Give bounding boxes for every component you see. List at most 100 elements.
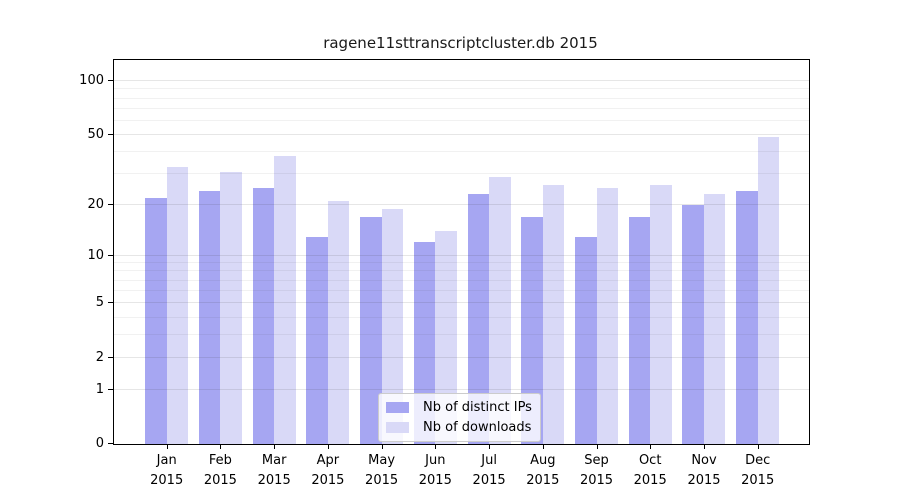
x-tick-mark-sep [596, 444, 598, 449]
x-label-month: Sep [584, 453, 609, 468]
y-tick-label-10: 10 [87, 247, 104, 263]
y-tick-label-5: 5 [95, 295, 104, 311]
x-label-oct: Oct 2015 [614, 451, 686, 491]
x-label-jul: Jul 2015 [453, 451, 525, 491]
bar-nb-of-distinct-ips-mar [252, 187, 275, 444]
gridline-50 [114, 133, 809, 135]
x-label-year: 2015 [311, 473, 345, 488]
minor-gridline-90 [114, 88, 809, 90]
x-label-dec: Dec 2015 [722, 451, 794, 491]
y-tick-mark-20 [108, 203, 114, 205]
x-tick-mark-aug [542, 444, 544, 449]
x-label-month: Apr [316, 453, 340, 468]
y-tick-label-20: 20 [87, 196, 104, 212]
y-tick-mark-2 [108, 356, 114, 358]
x-label-year: 2015 [526, 473, 560, 488]
x-label-year: 2015 [633, 473, 667, 488]
bar-nb-of-downloads-mar [274, 156, 296, 444]
bar-nb-of-distinct-ips-aug [521, 216, 543, 444]
x-label-month: Jan [156, 453, 177, 468]
x-label-month: Feb [208, 453, 232, 468]
x-label-year: 2015 [579, 473, 614, 488]
x-label-year: 2015 [150, 473, 184, 488]
x-label-mar: Mar 2015 [238, 451, 310, 491]
x-label-month: May [368, 453, 396, 468]
legend: Nb of distinct IPs Nb of downloads [378, 393, 541, 442]
x-label-month: Dec [745, 453, 771, 468]
y-tick-label-100: 100 [79, 73, 104, 89]
minor-gridline-60 [114, 119, 809, 121]
bar-nb-of-distinct-ips-may [360, 216, 382, 444]
bar-nb-of-distinct-ips-feb [198, 191, 221, 444]
x-label-month: Jun [425, 453, 446, 468]
legend-item-nb-of-distinct-ips: Nb of distinct IPs [386, 399, 532, 416]
y-tick-mark-1 [108, 388, 114, 390]
x-label-year: 2015 [418, 473, 452, 488]
bar-nb-of-downloads-feb [220, 171, 242, 444]
x-label-jun: Jun 2015 [399, 451, 471, 491]
x-tick-mark-nov [704, 444, 705, 449]
x-label-year: 2015 [203, 473, 237, 488]
gridline-100 [114, 80, 809, 82]
x-tick-mark-jun [435, 444, 437, 449]
bar-nb-of-distinct-ips-apr [306, 236, 328, 444]
x-label-may: May 2015 [346, 451, 418, 491]
x-tick-mark-oct [650, 444, 652, 449]
x-tick-mark-jul [489, 444, 491, 449]
x-tick-mark-apr [327, 444, 329, 449]
bar-nb-of-downloads-nov [703, 194, 726, 444]
x-label-month: Oct [638, 453, 662, 468]
bar-nb-of-downloads-sep [596, 187, 619, 444]
x-label-aug: Aug 2015 [507, 451, 579, 491]
legend-swatch-nb-of-downloads [386, 422, 409, 433]
x-label-year: 2015 [741, 473, 775, 488]
y-tick-label-0: 0 [95, 436, 104, 451]
plot-area: Nb of distinct IPs Nb of downloads 0 1 2 5 10… [79, 59, 810, 488]
x-label-apr: Apr 2015 [292, 451, 364, 491]
bar-nb-of-distinct-ips-sep [575, 236, 597, 444]
x-tick-mark-may [381, 444, 383, 449]
bar-nb-of-downloads-oct [650, 184, 672, 444]
x-label-year: 2015 [365, 473, 399, 488]
x-label-month: Mar [261, 453, 287, 468]
x-label-month: Nov [691, 453, 717, 468]
x-label-feb: Feb 2015 [184, 451, 256, 491]
x-tick-mark-jan [166, 444, 168, 449]
x-label-year: 2015 [687, 473, 721, 488]
bar-nb-of-downloads-jan [166, 166, 189, 444]
bar-nb-of-downloads-aug [542, 184, 565, 444]
y-tick-mark-0 [108, 443, 114, 444]
x-label-nov: Nov 2015 [668, 451, 740, 491]
x-label-jan: Jan 2015 [131, 451, 203, 491]
bar-nb-of-distinct-ips-jan [145, 197, 167, 444]
y-tick-label-2: 2 [95, 349, 104, 365]
chart-title: ragene11sttranscriptcluster.db 2015 [323, 34, 598, 52]
bar-nb-of-downloads-may [381, 208, 404, 444]
minor-gridline-40 [114, 151, 809, 153]
x-tick-mark-mar [274, 444, 276, 449]
y-tick-label-1: 1 [95, 381, 104, 397]
legend-label-nb-of-downloads: Nb of downloads [423, 420, 532, 435]
bar-nb-of-distinct-ips-nov [682, 204, 704, 444]
bar-nb-of-distinct-ips-oct [628, 216, 651, 444]
legend-label-nb-of-distinct-ips: Nb of distinct IPs [423, 400, 532, 415]
x-label-year: 2015 [472, 473, 506, 488]
bar-nb-of-distinct-ips-dec [736, 191, 758, 444]
x-label-sep: Sep 2015 [561, 451, 633, 491]
x-label-month: Aug [530, 453, 556, 468]
x-tick-mark-feb [220, 444, 222, 449]
legend-item-nb-of-downloads: Nb of downloads [386, 419, 532, 436]
y-tick-mark-50 [108, 133, 114, 135]
bar-nb-of-downloads-dec [757, 136, 780, 444]
minor-gridline-80 [114, 97, 809, 99]
legend-swatch-nb-of-distinct-ips [386, 402, 409, 413]
bar-nb-of-downloads-apr [327, 201, 350, 444]
y-tick-mark-5 [108, 302, 114, 304]
bar-nb-of-downloads-jul [489, 176, 511, 444]
x-label-year: 2015 [257, 473, 291, 488]
x-label-month: Jul [481, 453, 497, 468]
y-tick-label-50: 50 [87, 126, 104, 142]
bar-nb-of-distinct-ips-jul [467, 194, 490, 444]
y-tick-mark-100 [108, 80, 114, 82]
